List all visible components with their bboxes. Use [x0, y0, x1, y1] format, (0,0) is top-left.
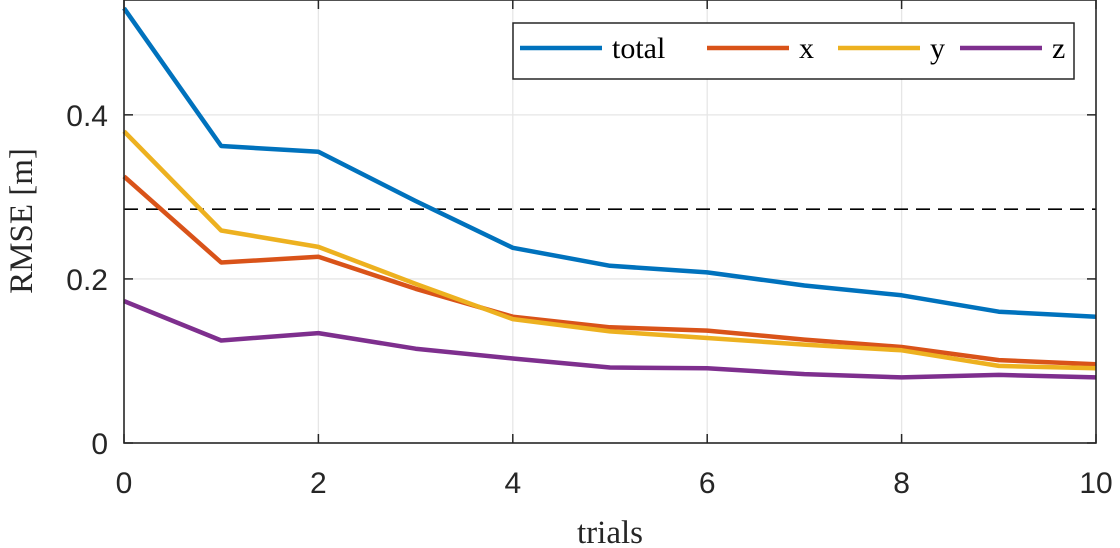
x-tick-label: 6: [699, 467, 716, 500]
x-tick-label: 0: [116, 467, 133, 500]
x-tick-label: 4: [504, 467, 521, 500]
legend-label-total: total: [612, 32, 665, 65]
legend: total x y z: [512, 22, 1075, 80]
legend-label-x: x: [799, 32, 814, 65]
series-line-z: [123, 299, 1097, 380]
y-tick-label: 0: [91, 428, 108, 461]
plot-frame: [123, 0, 1097, 444]
y-tick-label: 0.4: [66, 100, 108, 133]
legend-label-z: z: [1052, 32, 1065, 65]
y-tick-label: 0.2: [66, 264, 108, 297]
legend-label-y: y: [930, 32, 945, 65]
x-tick-label: 8: [893, 467, 910, 500]
series-line-x: [122, 174, 1097, 367]
series-line-total: [122, 6, 1097, 319]
x-axis-label: trials: [577, 515, 643, 548]
series-line-y: [122, 129, 1097, 371]
x-tick-label: 10: [1079, 467, 1112, 500]
axis-ticks: [123, 0, 1097, 444]
y-axis-label: RMSE [m]: [4, 148, 40, 294]
series-lines: [122, 6, 1097, 380]
legend-box: [512, 22, 1075, 80]
x-tick-label: 2: [310, 467, 327, 500]
axis-tick-labels: 0 2 4 6 8 10 0 0.2 0.4: [66, 100, 1112, 500]
